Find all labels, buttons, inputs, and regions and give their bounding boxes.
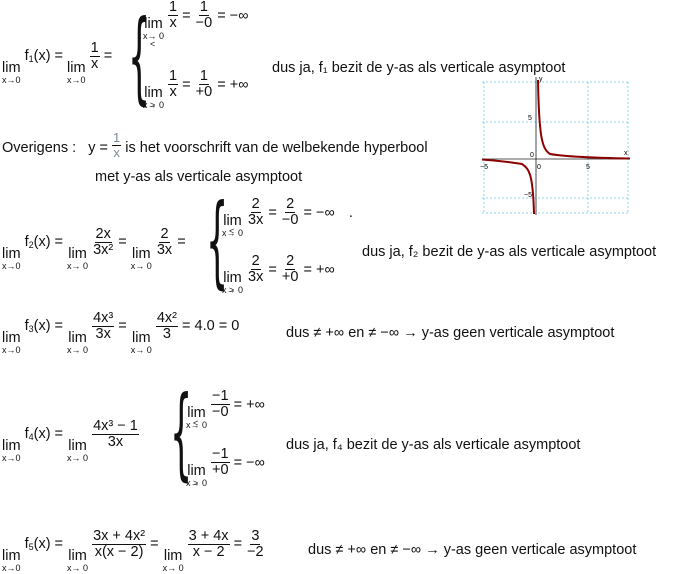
f5-line: lim x→0 f5(x) = lim x→ 0 3x + 4x² x(x − 2) …: [2, 528, 264, 574]
hyperbola-graph: y x −5 0 0 5 5 −5: [480, 77, 631, 215]
f1-case2-side: >: [150, 100, 156, 110]
graph-tick-neg5x: −5: [480, 164, 488, 171]
f1-func: f1(x) =: [24, 47, 64, 64]
graph-tick-0: 0: [530, 152, 534, 159]
f2-case2: lim x→ 0 2 3x = 2 +0 = +∞: [222, 253, 335, 296]
f4-case2: lim x→ 0 −1 +0 = −∞: [186, 446, 265, 489]
graph-tick-neg5y: −5: [524, 192, 532, 199]
f3-conclusion: dus ≠ +∞ en ≠ −∞ → y-as geen verticale a…: [286, 325, 615, 341]
f2-lhs: lim x→0 f2(x) = lim x→ 0 2x 3x² = lim x→ 0 2…: [2, 226, 186, 272]
f4-case1: lim x→ 0 −1 −0 = +∞: [186, 388, 265, 431]
f1-conclusion: dus ja, f₁ bezit de y-as als verticale a…: [272, 60, 566, 76]
f1-case1-side: <: [150, 39, 156, 49]
f2-conclusion: dus ja, f₂ bezit de y-as als verticale a…: [362, 244, 657, 260]
graph-tick-0b: 0: [537, 164, 541, 171]
note-line2: met y-as als verticale asymptoot: [95, 169, 303, 185]
f3-line: lim x→0 f3(x) = lim x→ 0 4x³ 3x = lim x→ 0 4…: [2, 310, 240, 356]
graph-tick-5x: 5: [586, 164, 590, 171]
f1-lim: lim x→0: [2, 59, 21, 86]
f2-brace: {: [206, 182, 229, 299]
f5-conclusion: dus ≠ +∞ en ≠ −∞ → y-as geen verticale a…: [308, 542, 637, 558]
f4-brace: {: [170, 374, 193, 491]
f1-brace: {: [128, 0, 151, 115]
f2-case1: lim x→ 0 2 3x = 2 −0 = −∞ .: [222, 196, 353, 239]
graph-y-label: y: [539, 77, 543, 83]
graph-x-label: x: [624, 150, 628, 157]
f1-lim2: lim x→0: [67, 59, 86, 86]
f4-conclusion: dus ja, f₄ bezit de y-as als verticale a…: [286, 437, 581, 453]
graph-tick-5y: 5: [528, 115, 532, 122]
f4-lhs: lim x→0 f4(x) = lim x→ 0 4x³ − 1 3x: [2, 418, 139, 464]
